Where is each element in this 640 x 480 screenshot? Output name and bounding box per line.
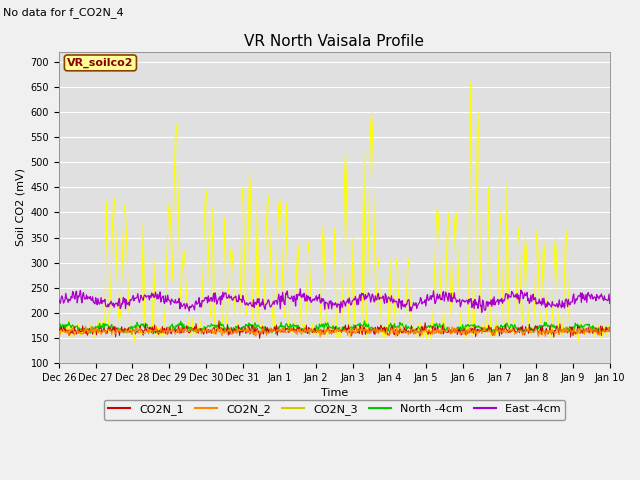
Y-axis label: Soil CO2 (mV): Soil CO2 (mV): [15, 168, 25, 246]
X-axis label: Time: Time: [321, 388, 348, 398]
Legend: CO2N_1, CO2N_2, CO2N_3, North -4cm, East -4cm: CO2N_1, CO2N_2, CO2N_3, North -4cm, East…: [104, 400, 565, 420]
Text: No data for f_CO2N_4: No data for f_CO2N_4: [3, 7, 124, 18]
Text: VR_soilco2: VR_soilco2: [67, 58, 134, 68]
Title: VR North Vaisala Profile: VR North Vaisala Profile: [244, 34, 424, 49]
